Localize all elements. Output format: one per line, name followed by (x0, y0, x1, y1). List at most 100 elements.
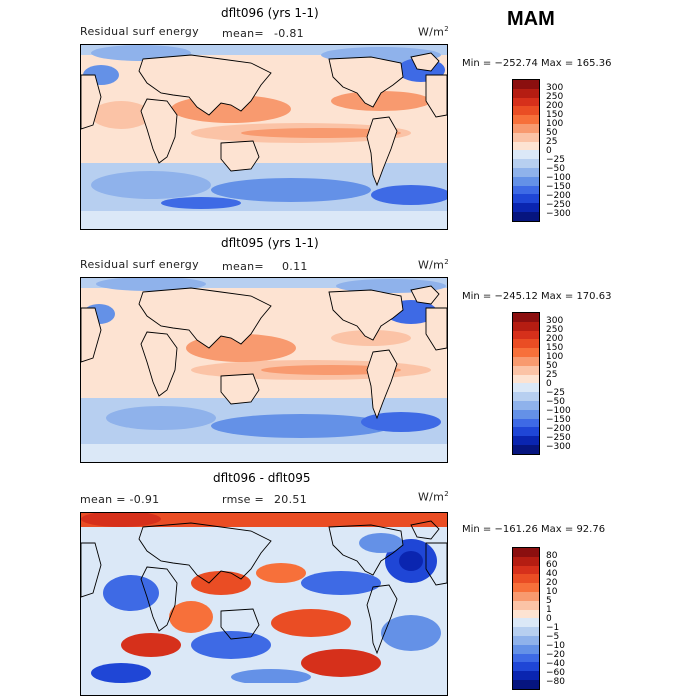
colorbar-swatch (513, 321, 539, 331)
panel2-min-max: Min = −245.12 Max = 170.63 (462, 291, 612, 302)
colorbar-swatch (513, 565, 539, 575)
season-title: MAM (507, 8, 555, 30)
colorbar-label: −100 (546, 173, 571, 183)
colorbar-label: 50 (546, 128, 558, 138)
panel1-colorbar (512, 79, 540, 222)
colorbar-label: 0 (546, 146, 552, 156)
colorbar-swatch (513, 132, 539, 142)
colorbar-label: 150 (546, 110, 564, 120)
colorbar-label: −150 (546, 415, 571, 425)
colorbar-label: 20 (546, 578, 558, 588)
panel1-map-field (81, 45, 447, 229)
colorbar-label: −50 (546, 397, 565, 407)
colorbar-swatch (513, 653, 539, 663)
colorbar-swatch (513, 185, 539, 195)
colorbar-swatch (513, 427, 539, 437)
panel3-rmse-value: 20.51 (274, 493, 307, 506)
colorbar-swatch (513, 418, 539, 428)
colorbar-swatch (513, 365, 539, 375)
colorbar-label: 10 (546, 587, 558, 597)
colorbar-swatch (513, 392, 539, 401)
panel2-title: dflt095 (yrs 1-1) (221, 236, 319, 250)
colorbar-swatch (513, 662, 539, 672)
colorbar-label: 250 (546, 325, 564, 335)
panel1-colorbar-swatches (513, 80, 539, 221)
panel2-map-field (81, 278, 447, 462)
colorbar-swatch (513, 88, 539, 98)
colorbar-swatch (513, 444, 539, 454)
colorbar-swatch (513, 609, 539, 619)
colorbar-label: −300 (546, 209, 571, 219)
panel3-rmse-label: rmse = (222, 493, 265, 506)
colorbar-swatch (513, 194, 539, 204)
colorbar-label: −150 (546, 182, 571, 192)
colorbar-swatch (513, 330, 539, 340)
colorbar-label: −60 (546, 668, 565, 678)
panel1-mean-value: -0.81 (274, 27, 304, 40)
panel1-mean-label: mean= (222, 27, 264, 40)
colorbar-swatch (513, 635, 539, 645)
colorbar-swatch (513, 574, 539, 584)
panel1-units: W/m2 (418, 25, 449, 39)
colorbar-label: −1 (546, 623, 560, 633)
colorbar-label: 100 (546, 352, 564, 362)
colorbar-swatch (513, 211, 539, 221)
colorbar-label: 0 (546, 379, 552, 389)
colorbar-label: −10 (546, 641, 565, 651)
colorbar-label: −100 (546, 406, 571, 416)
colorbar-swatch (513, 159, 539, 168)
colorbar-swatch (513, 627, 539, 636)
colorbar-swatch (513, 409, 539, 419)
colorbar-label: 1 (546, 605, 552, 615)
colorbar-label: −25 (546, 388, 565, 398)
colorbar-swatch (513, 679, 539, 689)
colorbar-label: 150 (546, 343, 564, 353)
colorbar-label: 200 (546, 334, 564, 344)
panel2-mean-value: 0.11 (282, 260, 308, 273)
colorbar-swatch (513, 339, 539, 349)
panel2-map (80, 277, 448, 463)
colorbar-label: 300 (546, 83, 564, 93)
colorbar-swatch (513, 106, 539, 116)
colorbar-swatch (513, 400, 539, 410)
colorbar-label: −200 (546, 424, 571, 434)
colorbar-swatch (513, 556, 539, 566)
colorbar-label: −80 (546, 677, 565, 687)
colorbar-label: 50 (546, 361, 558, 371)
panel3-mean-label: mean = -0.91 (80, 493, 160, 506)
colorbar-label: −5 (546, 632, 560, 642)
panel2-variable-label: Residual surf energy (80, 258, 199, 271)
colorbar-swatch (513, 203, 539, 212)
colorbar-label: −300 (546, 442, 571, 452)
colorbar-label: 80 (546, 551, 558, 561)
colorbar-swatch (513, 150, 539, 160)
panel1-title: dflt096 (yrs 1-1) (221, 6, 319, 20)
colorbar-label: 250 (546, 92, 564, 102)
colorbar-label: 5 (546, 596, 552, 606)
colorbar-swatch (513, 591, 539, 601)
panel1-variable-label: Residual surf energy (80, 25, 199, 38)
panel3-title: dflt096 - dflt095 (213, 471, 311, 485)
colorbar-swatch (513, 348, 539, 357)
colorbar-label: −20 (546, 650, 565, 660)
panel3-colorbar-swatches (513, 548, 539, 689)
colorbar-swatch (513, 167, 539, 177)
colorbar-label: 300 (546, 316, 564, 326)
panel3-min-max: Min = −161.26 Max = 92.76 (462, 524, 606, 535)
panel3-map-field (81, 513, 447, 695)
colorbar-label: −200 (546, 191, 571, 201)
colorbar-label: 25 (546, 137, 558, 147)
colorbar-label: −40 (546, 659, 565, 669)
colorbar-label: 40 (546, 569, 558, 579)
colorbar-swatch (513, 115, 539, 124)
colorbar-label: 25 (546, 370, 558, 380)
colorbar-swatch (513, 548, 539, 557)
colorbar-swatch (513, 176, 539, 186)
colorbar-swatch (513, 583, 539, 592)
panel3-colorbar (512, 547, 540, 690)
colorbar-swatch (513, 97, 539, 107)
panel2-units: W/m2 (418, 258, 449, 272)
colorbar-label: 60 (546, 560, 558, 570)
colorbar-swatch (513, 313, 539, 322)
colorbar-swatch (513, 618, 539, 628)
